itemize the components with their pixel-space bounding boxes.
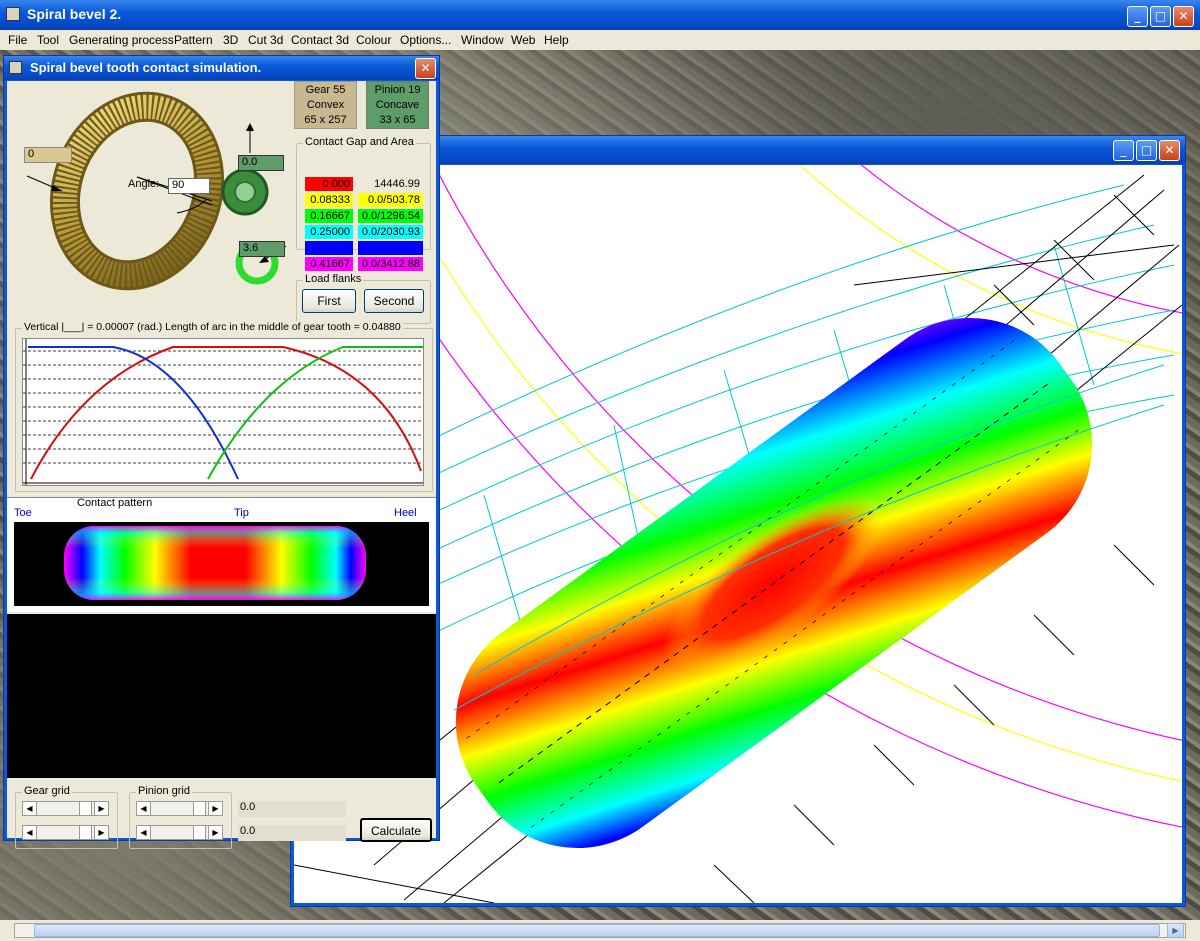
transmission-graph <box>22 338 424 486</box>
simulation-panel: 0 0.0 Angle: 90 3.6 Gear 55 Convex 65 x … <box>7 81 436 849</box>
legend-gap-swatch: 0.25000 <box>305 225 353 239</box>
gear-grid-slider-1[interactable]: ◀ ▶ <box>22 801 109 816</box>
graph-group: Vertical |___| = 0.00007 (rad.) Length o… <box>15 321 433 492</box>
gear-grid-2-thumb[interactable] <box>79 826 92 839</box>
contact-pattern-view <box>14 522 429 606</box>
legend-area-swatch: 0.0/2732.99 <box>358 241 423 255</box>
angle-field[interactable]: 90 <box>168 178 210 194</box>
pinion-grid-1-left-arrow[interactable]: ◀ <box>137 802 151 815</box>
gear-grid-2-right-arrow[interactable]: ▶ <box>94 826 108 839</box>
bottom-value-field[interactable]: 3.6 <box>239 241 285 257</box>
pinion-grid-1-right-arrow[interactable]: ▶ <box>208 802 222 815</box>
contact-3d-minimize-button[interactable]: _ <box>1113 140 1134 161</box>
pinion-grid-1-thumb[interactable] <box>193 802 206 815</box>
load-flanks-caption: Load flanks <box>303 273 364 285</box>
legend-area-swatch: 0.0/2030.93 <box>358 225 423 239</box>
app-icon <box>6 7 20 21</box>
contact-pattern-caption: Contact pattern <box>77 497 153 509</box>
toe-label: Toe <box>14 507 32 519</box>
simulation-titlebar: Spiral bevel tooth contact simulation. <box>4 56 439 80</box>
calculate-button[interactable]: Calculate <box>360 818 432 842</box>
legend-area-swatch: 14446.99 <box>358 177 423 191</box>
contact-3d-maximize-button[interactable]: □ <box>1136 140 1157 161</box>
pinion-info-box[interactable]: Pinion 19 Concave 33 x 65 <box>366 81 429 129</box>
legend-area-swatch: 0.0/503.78 <box>358 193 423 207</box>
pinion-grid-group: Pinion grid <box>129 785 232 849</box>
menu-pattern[interactable]: Pattern <box>174 33 213 47</box>
gear-grid-1-left-arrow[interactable]: ◀ <box>23 802 37 815</box>
menu-cut-3d[interactable]: Cut 3d <box>248 33 284 47</box>
value-field-1: 0.0 <box>238 801 346 817</box>
contact-3d-titlebar <box>291 136 1185 164</box>
pinion-grid-slider-2[interactable]: ◀ ▶ <box>136 825 223 840</box>
legend-gap-swatch: 0.000 <box>305 177 353 191</box>
simulation-title: Spiral bevel tooth contact simulation. <box>30 60 262 75</box>
menu-help[interactable]: Help <box>544 33 569 47</box>
gear-grid-size: 65 x 257 <box>304 114 347 126</box>
menu-window[interactable]: Window <box>461 33 504 47</box>
maximize-button[interactable]: □ <box>1150 6 1171 27</box>
app-titlebar: Spiral bevel 2. _ □ ✕ <box>0 0 1200 30</box>
legend-gap-swatch: 0.41667 <box>305 257 353 271</box>
pinion-name: Pinion 19 <box>374 84 421 96</box>
legend-gap-swatch: 0.08333 <box>305 193 353 207</box>
contact-legend-group: Contact Gap and Area <box>296 136 431 250</box>
value-field-2: 0.0 <box>238 825 346 841</box>
menu-options[interactable]: Options... <box>400 33 452 47</box>
gear-flank: Convex <box>306 99 345 111</box>
legend-gap-swatch: 0.33333 <box>305 241 353 255</box>
second-button[interactable]: Second <box>364 289 424 313</box>
menu-bar: File Tool Generating process Pattern 3D … <box>0 30 1200 50</box>
legend-area-swatch: 0.0/3412.88 <box>358 257 423 271</box>
gear-grid-2-left-arrow[interactable]: ◀ <box>23 826 37 839</box>
pinion-grid-caption: Pinion grid <box>136 785 192 797</box>
pinion-grid-size: 33 x 65 <box>379 114 416 126</box>
gear-grid-1-thumb[interactable] <box>79 802 92 815</box>
scroll-right-arrow[interactable]: ▶ <box>1167 923 1184 938</box>
minimize-button[interactable]: _ <box>1127 6 1148 27</box>
top-value-field[interactable]: 0.0 <box>238 155 284 171</box>
left-value-field[interactable]: 0 <box>24 147 72 163</box>
graph-caption: Vertical |___| = 0.00007 (rad.) Length o… <box>22 321 403 333</box>
gear-info-box[interactable]: Gear 55 Convex 65 x 257 <box>294 81 357 129</box>
close-button[interactable]: ✕ <box>1173 6 1194 27</box>
gear-name: Gear 55 <box>305 84 346 96</box>
gear-grid-slider-2[interactable]: ◀ ▶ <box>22 825 109 840</box>
legend-gap-swatch: 0.16667 <box>305 209 353 223</box>
pinion-flank: Concave <box>375 99 420 111</box>
black-display-area <box>7 614 436 778</box>
simulation-close-button[interactable]: ✕ <box>415 58 436 79</box>
gear-grid-caption: Gear grid <box>22 785 72 797</box>
pinion-grid-slider-1[interactable]: ◀ ▶ <box>136 801 223 816</box>
menu-tool[interactable]: Tool <box>37 33 60 47</box>
menu-web[interactable]: Web <box>511 33 536 47</box>
pinion-grid-2-right-arrow[interactable]: ▶ <box>208 826 222 839</box>
tip-label: Tip <box>234 507 249 519</box>
contact-3d-view[interactable] <box>294 165 1182 903</box>
app-title: Spiral bevel 2. <box>27 6 122 22</box>
first-button[interactable]: First <box>302 289 356 313</box>
menu-file[interactable]: File <box>8 33 28 47</box>
menu-colour[interactable]: Colour <box>356 33 392 47</box>
contact-3d-close-button[interactable]: ✕ <box>1159 140 1180 161</box>
simulation-window: Spiral bevel tooth contact simulation. ✕ <box>3 55 440 849</box>
menu-3d[interactable]: 3D <box>223 33 239 47</box>
scrollbar-thumb[interactable] <box>34 924 1160 937</box>
contact-legend-caption: Contact Gap and Area <box>303 136 416 148</box>
heel-label: Heel <box>394 507 417 519</box>
gear-grid-group: Gear grid <box>15 785 118 849</box>
angle-label: Angle: <box>128 178 160 190</box>
menu-contact-3d[interactable]: Contact 3d <box>291 33 350 47</box>
horizontal-scrollbar[interactable]: ▶ <box>0 920 1200 941</box>
simulation-icon <box>9 61 22 74</box>
pinion-grid-2-left-arrow[interactable]: ◀ <box>137 826 151 839</box>
gear-grid-1-right-arrow[interactable]: ▶ <box>94 802 108 815</box>
menu-generating-process[interactable]: Generating process <box>69 33 174 47</box>
pinion-grid-2-thumb[interactable] <box>193 826 206 839</box>
legend-area-swatch: 0.0/1296.54 <box>358 209 423 223</box>
